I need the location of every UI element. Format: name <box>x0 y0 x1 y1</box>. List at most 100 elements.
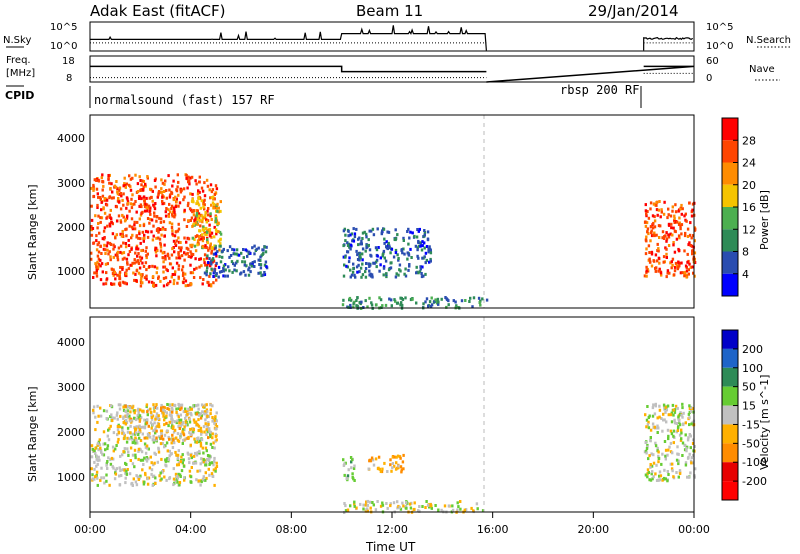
power-panel: 4000 3000 2000 1000 Slant Range [km] 282… <box>26 114 771 310</box>
colorbar-tick-label: -200 <box>742 475 767 488</box>
nave-label: Nave <box>749 64 775 75</box>
freq-trace <box>90 65 695 83</box>
colorbar-tick-label: 8 <box>742 246 749 259</box>
time-tick-label: 16:00 <box>477 523 509 536</box>
colorbar-tick-label: 4 <box>742 268 749 281</box>
nave-tick-top: 60 <box>706 56 719 67</box>
colorbar-tick-label: 15 <box>742 400 756 413</box>
velocity-colorbar: 200 100 50 15 -15 -50 -100 -200 <box>721 329 767 501</box>
colorbar-frame <box>721 329 739 501</box>
colorbar-segment <box>722 367 738 387</box>
power-ytick-2000: 2000 <box>57 221 85 234</box>
date-label: 29/Jan/2014 <box>588 2 679 20</box>
power-ytick-4000: 4000 <box>57 132 85 145</box>
power-patch <box>190 195 223 252</box>
freq-tick-top: 18 <box>62 56 75 67</box>
figure-title: Adak East (fitACF) <box>90 2 225 20</box>
velocity-panel: 4000 3000 2000 1000 Slant Range [km] 200… <box>26 316 771 514</box>
power-ytick-3000: 3000 <box>57 177 85 190</box>
noise-panel: N.Sky 10^5 10^0 10^5 10^0 N.Search <box>3 21 791 52</box>
colorbar-segment <box>722 140 738 163</box>
colorbar-tick-label: 200 <box>742 343 763 356</box>
power-patch <box>342 227 433 279</box>
vel-patch <box>90 402 219 487</box>
colorbar-segment <box>722 348 738 368</box>
colorbar-tick-label: 16 <box>742 201 756 214</box>
colorbar-tick-label: 12 <box>742 223 756 236</box>
time-tick-label: 12:00 <box>376 523 408 536</box>
vel-ytick-2000: 2000 <box>57 426 85 439</box>
time-tick-label: 04:00 <box>175 523 207 536</box>
freq-label-2: [MHz] <box>6 68 35 79</box>
time-tick-label: 00:00 <box>74 523 106 536</box>
power-y-ticks: 4000 3000 2000 1000 <box>57 132 85 278</box>
colorbar-segment <box>722 330 738 349</box>
vel-patch <box>367 453 405 474</box>
noise-panel-frame <box>89 21 695 52</box>
noise-left-label: N.Sky <box>3 35 31 46</box>
velocity-ylabel: Slant Range [km] <box>26 386 39 482</box>
beam-label: Beam 11 <box>356 2 423 20</box>
time-tick-label: 20:00 <box>577 523 609 536</box>
freq-panel-frame <box>89 55 695 83</box>
colorbar-segment <box>722 443 738 463</box>
colorbar-tick-label: -15 <box>742 418 760 431</box>
vel-ytick-4000: 4000 <box>57 336 85 349</box>
colorbar-tick-label: 24 <box>742 157 756 170</box>
vel-ytick-1000: 1000 <box>57 471 85 484</box>
colorbar-tick-label: 28 <box>742 134 756 147</box>
vel-patch <box>116 402 218 442</box>
freq-label-1: Freq. <box>6 55 31 66</box>
cpid-mode-normalsound: normalsound (fast) 157 RF <box>94 93 275 107</box>
vel-patch <box>343 499 485 514</box>
noise-left-tick-top: 10^5 <box>50 22 77 33</box>
vel-patch <box>643 402 697 483</box>
power-data-layer <box>90 173 697 310</box>
colorbar-segment <box>722 481 738 500</box>
colorbar-segment <box>722 273 738 296</box>
colorbar-tick-label: 100 <box>742 362 763 375</box>
nave-trace <box>90 72 694 79</box>
colorbar-segment <box>722 424 738 444</box>
colorbar-tick-label: 50 <box>742 381 756 394</box>
colorbar-segment <box>722 405 738 425</box>
colorbar-tick-label: -50 <box>742 437 760 450</box>
power-colorbar: 28 24 20 16 12 8 4 <box>721 117 756 297</box>
noise-right-label: N.Search <box>746 35 791 46</box>
cpid-mode-rbsp: rbsp 200 RF <box>560 83 639 97</box>
colorbar-segment <box>722 251 738 274</box>
freq-tick-bottom: 8 <box>66 73 72 84</box>
noise-right-tick-top: 10^5 <box>706 22 733 33</box>
colorbar-segment <box>722 184 738 207</box>
power-colorbar-label: Power [dB] <box>758 190 771 250</box>
velocity-data-layer <box>90 402 697 514</box>
colorbar-tick-label: -100 <box>742 456 767 469</box>
nave-tick-bottom: 0 <box>706 73 712 84</box>
colorbar-tick-label: 20 <box>742 179 756 192</box>
vel-ytick-3000: 3000 <box>57 381 85 394</box>
time-tick-label: 08:00 <box>275 523 307 536</box>
colorbar-segment <box>722 207 738 230</box>
freq-panel: Freq. [MHz] 18 8 60 0 Nave <box>6 55 780 84</box>
velocity-y-ticks: 4000 3000 2000 1000 <box>57 336 85 484</box>
time-axis: 00:00 04:00 08:00 12:00 16:00 20:00 00:00 <box>74 512 710 536</box>
colorbar-segment <box>722 118 738 141</box>
power-ylabel: Slant Range [km] <box>26 184 39 280</box>
power-ytick-1000: 1000 <box>57 265 85 278</box>
colorbar-segment <box>722 386 738 406</box>
power-panel-frame <box>89 114 695 309</box>
vel-patch <box>342 456 356 482</box>
colorbar-segment <box>722 229 738 252</box>
noise-left-tick-bottom: 10^0 <box>50 41 77 52</box>
colorbar-segment <box>722 162 738 185</box>
time-axis-label: Time UT <box>365 540 416 554</box>
cpid-panel: CPID normalsound (fast) 157 RF rbsp 200 … <box>5 83 642 108</box>
colorbar-segment <box>722 462 738 482</box>
power-patch <box>643 200 697 279</box>
power-patch <box>203 244 269 279</box>
time-tick-label: 00:00 <box>678 523 710 536</box>
velocity-colorbar-label: Velocity [m s^-1] <box>758 375 771 470</box>
cpid-label: CPID <box>5 89 34 102</box>
noise-right-tick-bottom: 10^0 <box>706 41 733 52</box>
